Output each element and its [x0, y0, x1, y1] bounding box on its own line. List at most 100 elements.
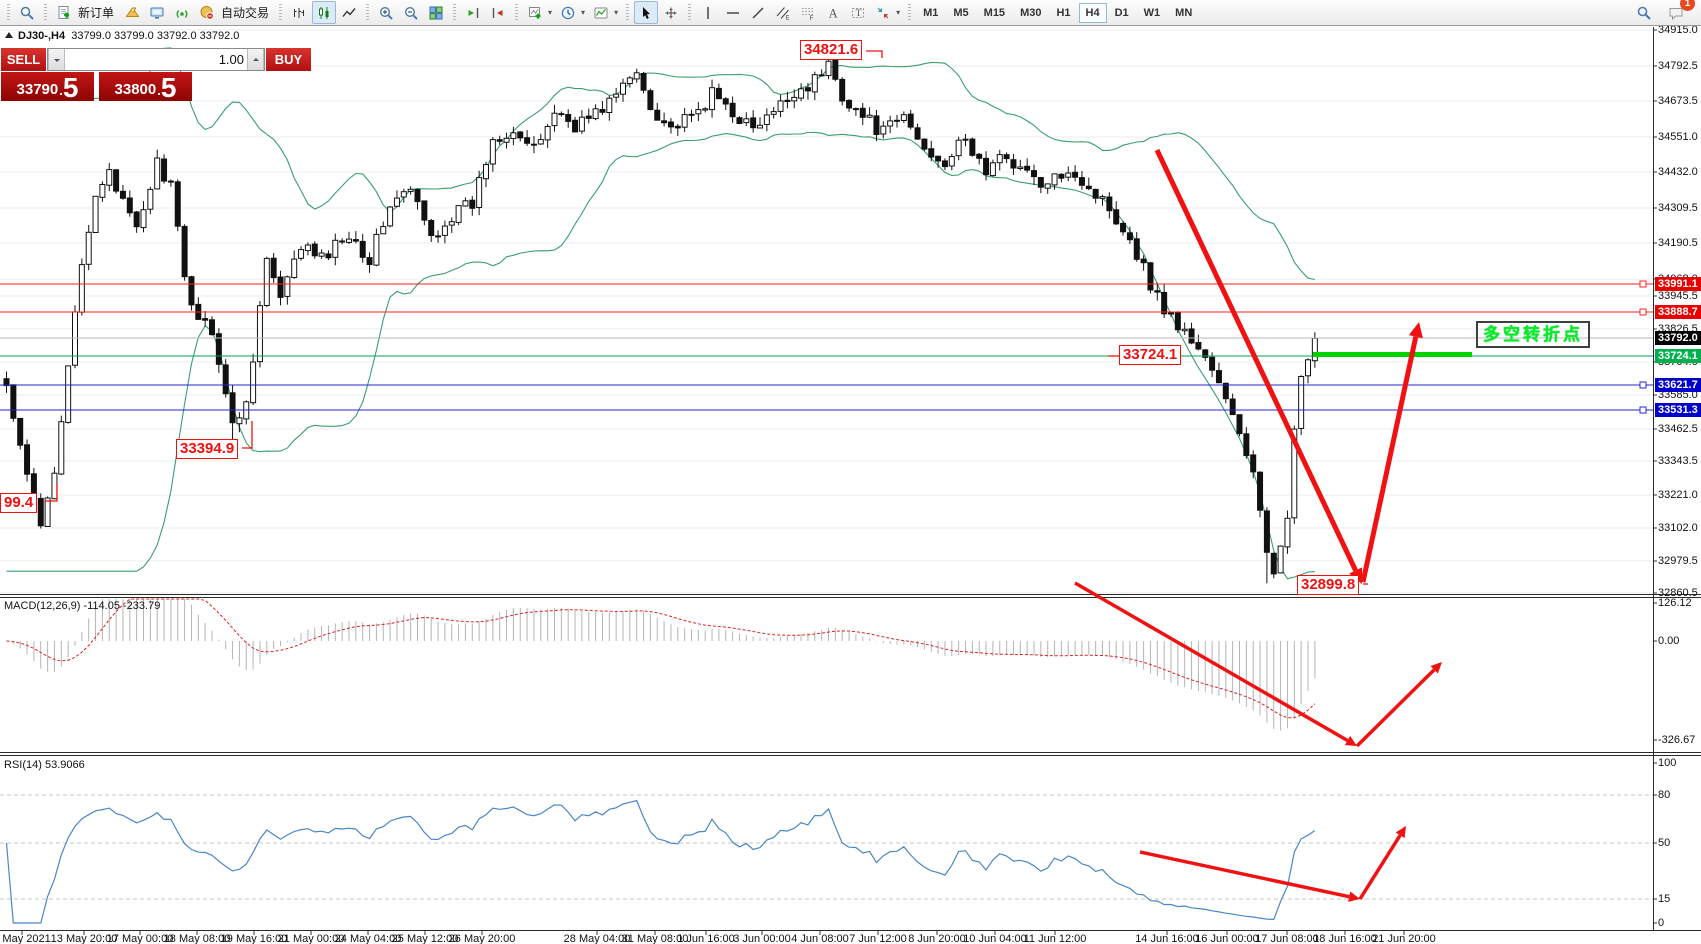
indicators-dropdown-icon[interactable]: ▾ [614, 8, 619, 17]
bollinger-bands [6, 47, 1315, 580]
new-order-icon [56, 5, 72, 21]
macd-axis-label: 126.12 [1658, 597, 1692, 609]
trend-line-button[interactable] [746, 1, 770, 24]
candlesticks [3, 54, 1318, 584]
timeframe-H4-button[interactable]: H4 [1078, 2, 1107, 23]
equidistant-channel-button[interactable]: E [771, 1, 795, 24]
price-axis-label: 32979.5 [1658, 555, 1698, 567]
buy-price-main: 33800 [114, 81, 157, 98]
zoom-out-icon [403, 5, 419, 21]
indicators-button[interactable] [589, 1, 613, 24]
time-axis-label: 1 Jun 16:00 [677, 933, 735, 944]
chart-collapse-icon[interactable] [5, 32, 13, 38]
vertical-line-button[interactable] [696, 1, 720, 24]
deposit-gold-button[interactable] [120, 1, 144, 24]
candlestick-chart-button[interactable] [312, 1, 337, 24]
price-annotation[interactable]: 34821.6 [800, 40, 863, 60]
zoom-in-button[interactable] [374, 1, 398, 24]
toolbar-grip[interactable] [279, 3, 283, 22]
clock-button[interactable] [556, 1, 580, 24]
text-button[interactable]: A [821, 1, 845, 24]
symbol-name: DJ30-,H4 [18, 30, 66, 42]
time-axis-label: 14 Jun 16:00 [1135, 933, 1199, 944]
timeframe-MN-button[interactable]: MN [1175, 6, 1193, 19]
autotrading-button[interactable] [195, 1, 219, 24]
price-annotation[interactable]: 99.4 [0, 493, 38, 513]
toolbar-grip[interactable] [515, 3, 519, 22]
macd-histogram [12, 599, 1316, 731]
toolbar-grip[interactable] [908, 3, 912, 22]
price-annotation[interactable]: 33394.9 [176, 439, 239, 459]
tile-windows-button[interactable] [424, 1, 448, 24]
auto-scroll-button[interactable] [486, 1, 510, 24]
bar-chart-button[interactable] [287, 1, 311, 24]
reversal-note[interactable]: 多空转折点 [1476, 321, 1590, 348]
time-axis-label: 21 May 00:00 [277, 933, 345, 944]
toolbar-grip[interactable] [626, 3, 630, 22]
tile-windows-icon [428, 5, 444, 21]
sell-button[interactable]: SELL [1, 48, 46, 71]
line-chart-button[interactable] [337, 1, 361, 24]
arrows-dropdown-icon[interactable]: ▾ [896, 8, 901, 17]
timeframe-W1-button[interactable]: W1 [1143, 6, 1161, 19]
volume-decrease-button[interactable] [48, 49, 65, 70]
price-annotation[interactable]: 33724.1 [1119, 345, 1182, 365]
notification-badge: 1 [1680, 0, 1695, 11]
cursor-icon [638, 5, 654, 21]
svg-text:F: F [810, 15, 814, 21]
toolbar-grip[interactable] [7, 3, 10, 22]
volume-increase-button[interactable] [247, 49, 264, 70]
price-marker-label: 33724.1 [1655, 349, 1701, 363]
new-order-button[interactable] [52, 1, 76, 24]
search-left-icon [19, 5, 35, 21]
zoom-out-button[interactable] [399, 1, 423, 24]
timeframe-D1-button[interactable]: D1 [1114, 6, 1129, 19]
volume-input[interactable] [65, 49, 247, 70]
horizontal-line-button[interactable] [721, 1, 745, 24]
sell-price[interactable]: 33790. 5 [1, 72, 94, 102]
rsi-label: RSI(14) 53.9066 [4, 759, 85, 771]
macd-signal-line [6, 598, 1316, 719]
cursor-button[interactable] [634, 1, 659, 24]
arrows-button[interactable] [871, 1, 895, 24]
deposit-gold-icon [124, 5, 140, 21]
terminal-button[interactable] [145, 1, 169, 24]
time-axis-label: 17 Jun 08:00 [1255, 933, 1319, 944]
time-axis-label: 17 May 00:00 [106, 933, 174, 944]
notifications-button[interactable]: 1 [1664, 0, 1695, 24]
chart-shift-button[interactable] [461, 1, 485, 24]
crosshair-button[interactable] [659, 1, 683, 24]
buy-price[interactable]: 33800. 5 [99, 72, 192, 102]
search-left-button[interactable] [15, 1, 39, 24]
toolbar-grip[interactable] [366, 3, 370, 22]
autotrading-icon [199, 5, 215, 21]
price-annotation[interactable]: 32899.8 [1297, 575, 1360, 595]
price-axis-label: 34551.0 [1658, 131, 1698, 143]
toolbar-grip[interactable] [44, 3, 47, 22]
search-button[interactable] [1632, 1, 1656, 24]
chart-shift-icon [465, 5, 481, 21]
buy-button[interactable]: BUY [266, 48, 311, 71]
timeframe-M1-button[interactable]: M1 [923, 6, 939, 19]
price-axis-label: 34309.5 [1658, 202, 1698, 214]
clock-dropdown-icon[interactable]: ▾ [581, 8, 586, 17]
symbol-info-bar[interactable]: DJ30-,H4 33799.0 33799.0 33792.0 33792.0 [5, 30, 239, 42]
text-label-button[interactable]: T [846, 1, 870, 24]
signals-button[interactable] [170, 1, 194, 24]
text-label-icon: T [850, 5, 866, 21]
autotrading-label: 自动交易 [221, 6, 270, 20]
toolbar-grip[interactable] [688, 3, 692, 22]
new-chart-button[interactable] [523, 1, 547, 24]
price-marker-label: 33792.0 [1655, 331, 1701, 345]
new-chart-dropdown-icon[interactable]: ▾ [548, 8, 553, 17]
price-axis-label: 34915.0 [1658, 24, 1698, 36]
timeframe-M15-button[interactable]: M15 [983, 6, 1006, 19]
time-axis-label: 26 May 20:00 [448, 933, 516, 944]
price-axis-label: 33102.0 [1658, 522, 1698, 534]
fibonacci-button[interactable]: F [796, 1, 820, 24]
timeframe-M5-button[interactable]: M5 [953, 6, 969, 19]
timeframe-H1-button[interactable]: H1 [1056, 6, 1071, 19]
timeframe-M30-button[interactable]: M30 [1020, 6, 1042, 19]
toolbar-grip[interactable] [453, 3, 457, 22]
